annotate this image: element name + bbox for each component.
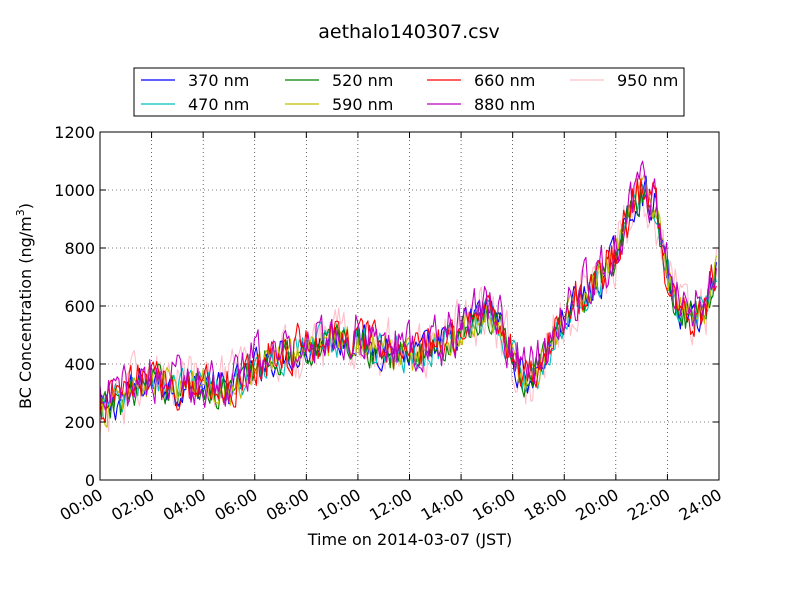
series-lines <box>99 160 717 436</box>
y-axis-label-superscript: 3 <box>14 209 27 216</box>
x-tick-label: 24:00 <box>676 485 725 525</box>
series-line <box>99 178 717 423</box>
x-tick-label: 22:00 <box>624 485 673 525</box>
y-axis-label: BC Concentration (ng/m3) <box>14 203 35 409</box>
x-tick-label: 12:00 <box>366 485 415 525</box>
x-tick-label: 00:00 <box>57 485 106 525</box>
x-tick-label: 18:00 <box>521 485 570 525</box>
chart-title: aethalo140307.csv <box>318 21 500 43</box>
x-tick-label: 16:00 <box>469 485 518 525</box>
y-tick-label: 0 <box>85 471 95 490</box>
legend-label: 370 nm <box>188 71 249 90</box>
chart-legend: 370 nm 470 nm 520 nm 590 nm 660 nm 880 nm 950 … <box>133 67 685 117</box>
x-tick-label: 04:00 <box>160 485 209 525</box>
axis-ticks: 00:00 02:00 04:00 06:00 08:00 10:00 12:00 14:00… <box>54 123 725 525</box>
y-tick-label: 200 <box>64 413 95 432</box>
legend-label: 660 nm <box>474 71 535 90</box>
y-tick-label: 800 <box>64 239 95 258</box>
y-axis-label-main: BC Concentration (ng/m <box>16 216 35 409</box>
legend-label: 590 nm <box>332 95 393 114</box>
legend-box <box>133 67 685 117</box>
y-axis-label-end: ) <box>16 203 35 209</box>
series-line <box>99 160 717 411</box>
y-tick-label: 1000 <box>54 181 95 200</box>
legend-label: 950 nm <box>617 71 678 90</box>
series-line <box>99 187 717 419</box>
grid-lines <box>100 132 719 480</box>
y-tick-label: 1200 <box>54 123 95 142</box>
legend-label: 470 nm <box>188 95 249 114</box>
x-tick-label: 06:00 <box>211 485 260 525</box>
y-tick-label: 400 <box>64 355 95 374</box>
legend-label: 520 nm <box>332 71 393 90</box>
x-tick-label: 14:00 <box>418 485 467 525</box>
x-tick-label: 08:00 <box>263 485 312 525</box>
x-tick-label: 20:00 <box>572 485 621 525</box>
x-tick-label: 02:00 <box>108 485 157 525</box>
x-axis-label: Time on 2014-03-07 (JST) <box>307 530 512 549</box>
x-tick-label: 10:00 <box>314 485 363 525</box>
legend-label: 880 nm <box>474 95 535 114</box>
y-tick-label: 600 <box>64 297 95 316</box>
